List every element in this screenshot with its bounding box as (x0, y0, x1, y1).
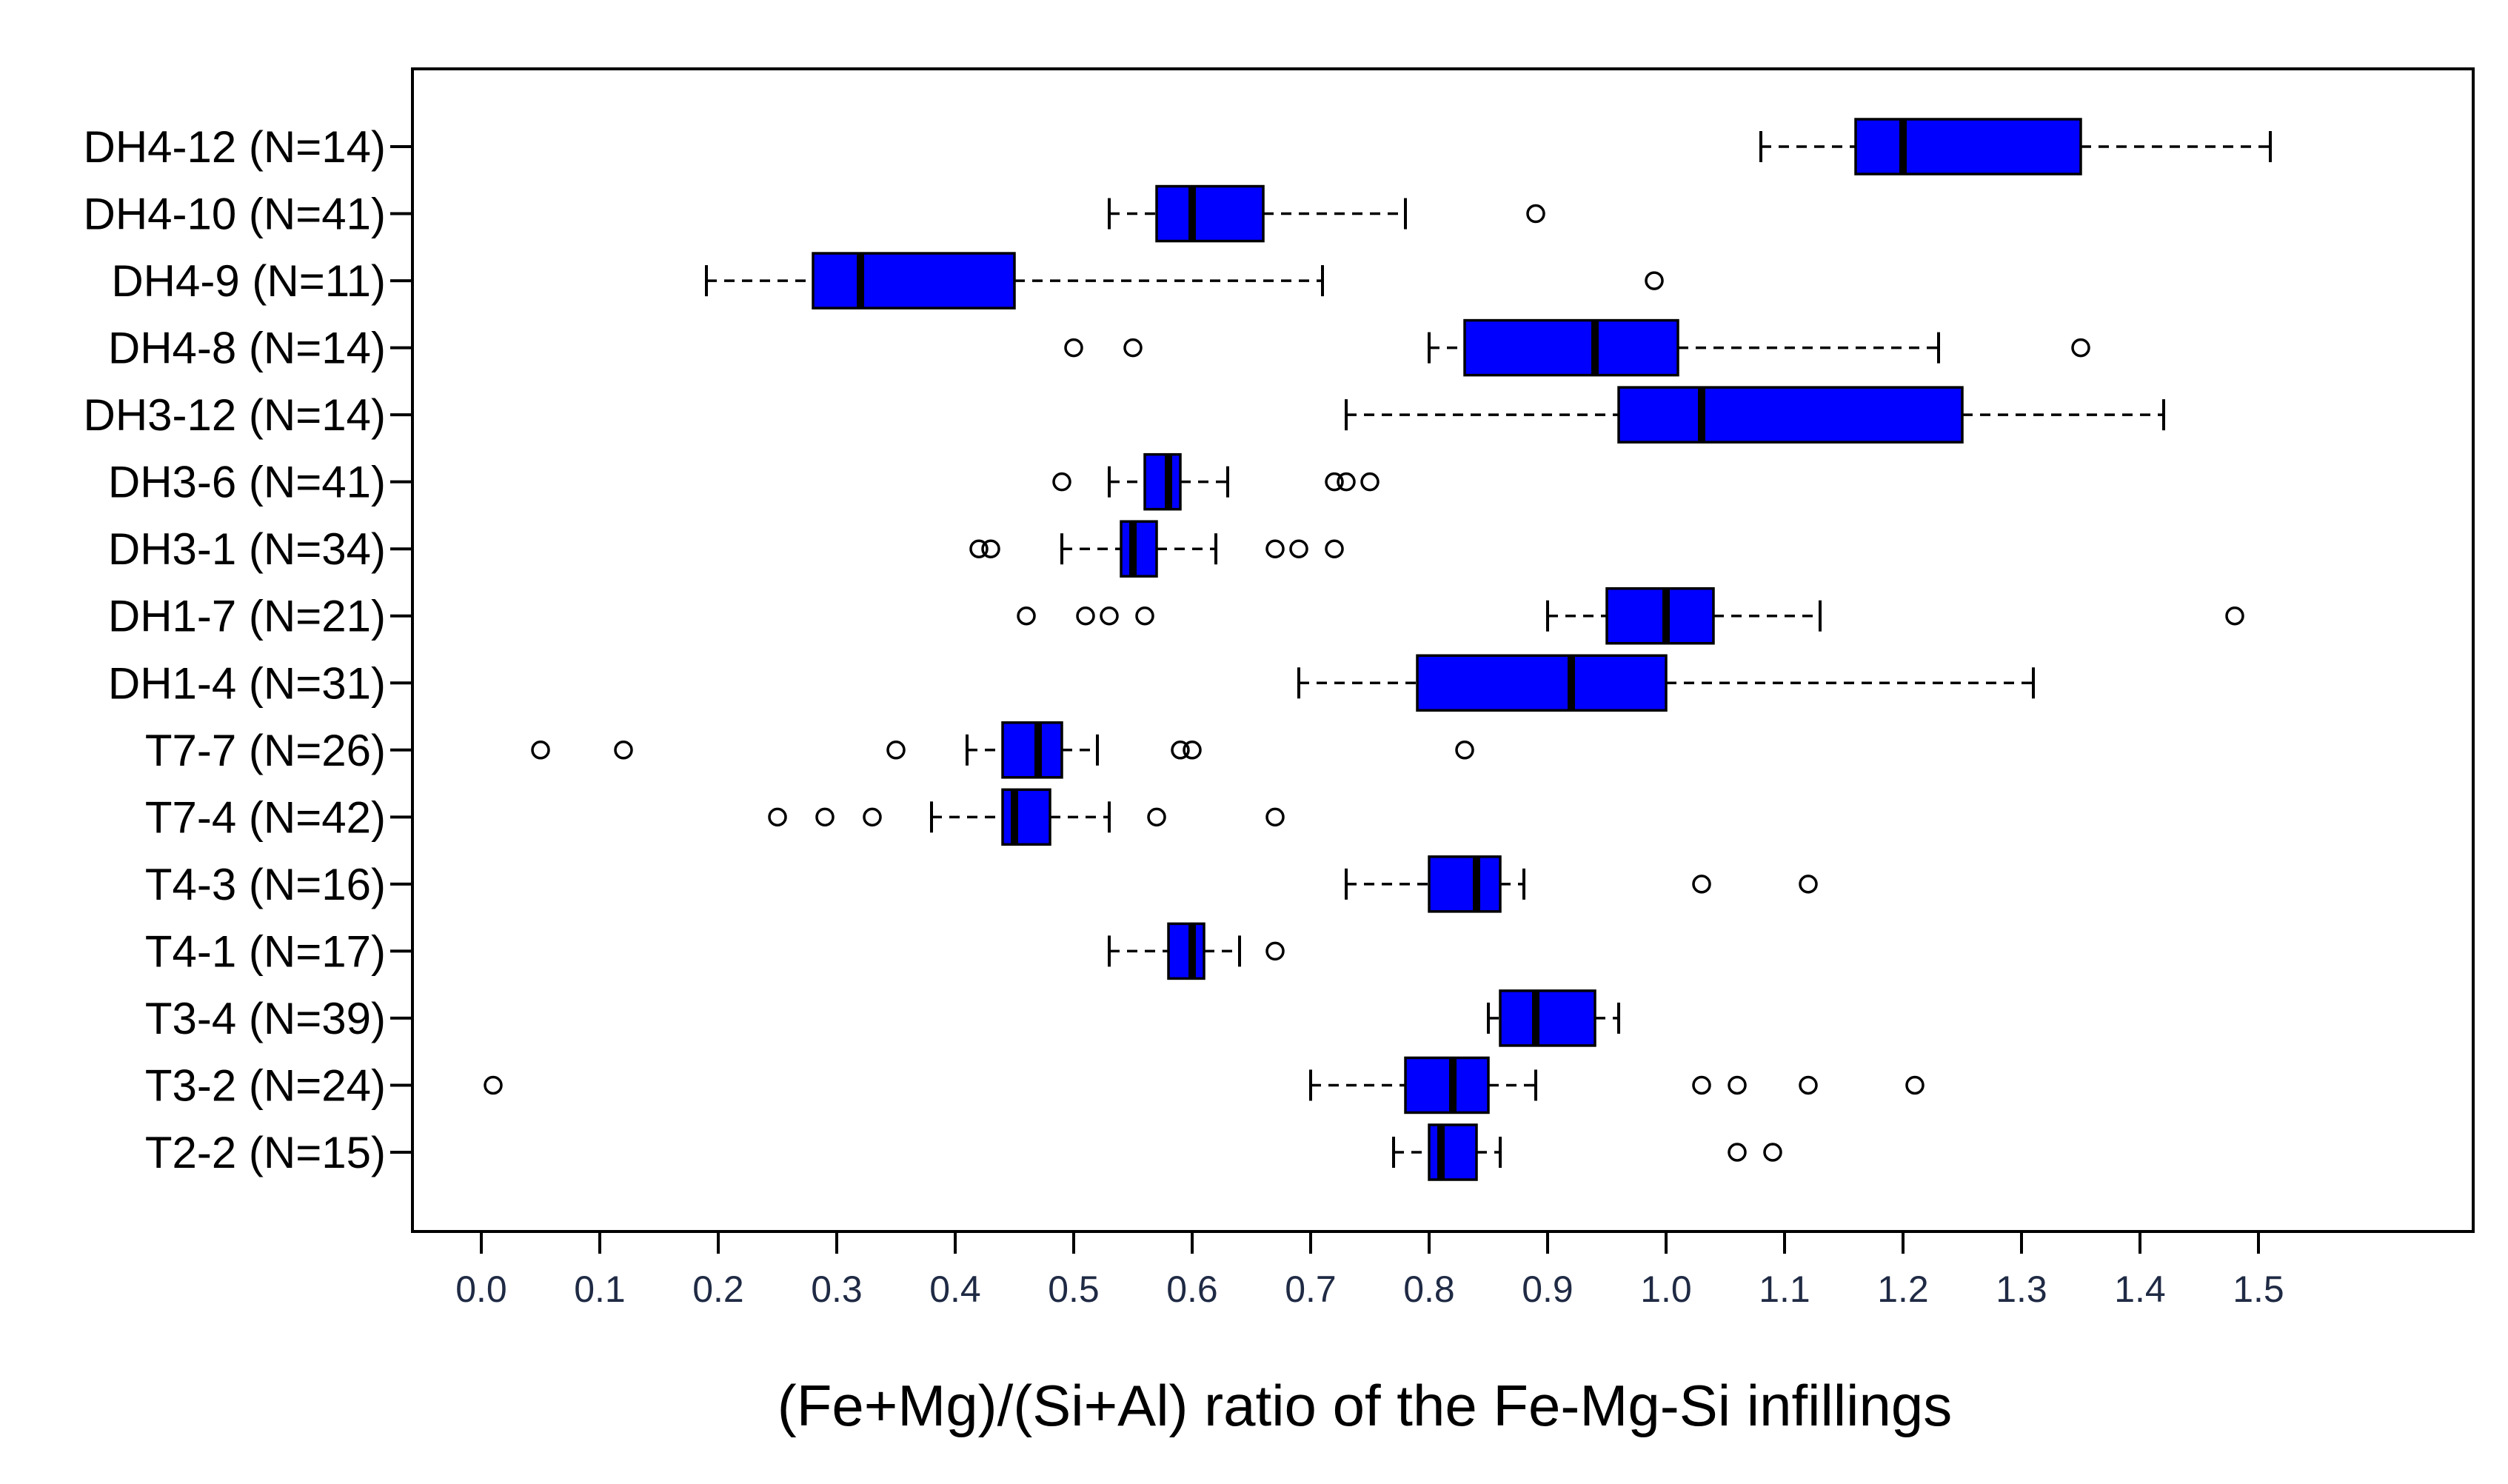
outlier-point (1265, 941, 1285, 961)
group-label: DH4-12 (N=14) (84, 122, 387, 172)
group-label: T3-4 (N=39) (145, 994, 386, 1043)
group-label: T3-2 (N=24) (145, 1060, 386, 1110)
outlier-point (1692, 875, 1711, 894)
x-tick-label: 0.5 (1048, 1269, 1100, 1310)
x-tick-label: 1.3 (1996, 1269, 2047, 1310)
group-label: DH1-4 (N=31) (108, 658, 386, 708)
x-tick-label: 1.1 (1759, 1269, 1810, 1310)
group-label: T2-2 (N=15) (145, 1128, 386, 1177)
x-tick-label: 1.5 (2233, 1269, 2284, 1310)
outlier-point (1183, 741, 1202, 760)
outlier-point (2071, 338, 2090, 358)
x-tick-label: 1.2 (1877, 1269, 1929, 1310)
outlier-point (815, 807, 835, 827)
outlier-point (1728, 1075, 1747, 1095)
outlier-point (1799, 875, 1818, 894)
iqr-box (1143, 452, 1182, 511)
iqr-box (1167, 922, 1205, 980)
outlier-point (969, 539, 989, 558)
iqr-box (1416, 654, 1668, 712)
outlier-point (1265, 807, 1285, 827)
iqr-box (1499, 989, 1596, 1047)
group-label: DH4-9 (N=11) (111, 256, 386, 306)
group-label: DH3-12 (N=14) (84, 390, 387, 440)
x-tick-label: 0.6 (1166, 1269, 1218, 1310)
x-tick-label: 0.4 (929, 1269, 981, 1310)
chart-marks: 0.0 0.1 0.2 0.3 0.4 0.5 0.6 0.7 0.8 0.9 1.0 1.1 1.2 1… (84, 118, 2284, 1310)
outlier-point (863, 807, 882, 827)
outlier-point (1017, 606, 1036, 626)
iqr-box (1428, 855, 1502, 913)
outlier-point (768, 807, 787, 827)
outlier-point (1076, 606, 1095, 626)
group-label: DH4-10 (N=41) (84, 190, 387, 239)
group-label: T7-7 (N=26) (145, 726, 386, 775)
iqr-box (1120, 520, 1158, 578)
iqr-box (1605, 586, 1715, 645)
iqr-box (1463, 318, 1679, 377)
outlier-point (1147, 807, 1166, 827)
iqr-box (1155, 184, 1265, 243)
outlier-point (886, 741, 906, 760)
group-label: T4-1 (N=17) (145, 926, 386, 976)
x-tick-label: 1.0 (1640, 1269, 1692, 1310)
outlier-point (1763, 1143, 1782, 1162)
outlier-point (1455, 741, 1474, 760)
x-tick-label: 0.7 (1285, 1269, 1337, 1310)
x-tick-label: 0.1 (574, 1269, 626, 1310)
outlier-point (1325, 472, 1344, 492)
outlier-point (2225, 606, 2244, 626)
x-axis-label: (Fe+Mg)/(Si+Al) ratio of the Fe-Mg-Si in… (778, 1373, 1952, 1438)
outlier-point (1135, 606, 1154, 626)
outlier-point (1799, 1075, 1818, 1095)
iqr-box (1404, 1056, 1490, 1114)
group-label: T4-3 (N=16) (145, 860, 386, 909)
iqr-box (1001, 721, 1063, 779)
x-tick-label: 0.3 (811, 1269, 863, 1310)
group-label: DH1-7 (N=21) (108, 592, 386, 641)
group-label: T7-4 (N=42) (145, 792, 386, 842)
x-tick-label: 0.0 (455, 1269, 507, 1310)
outlier-point (1360, 472, 1380, 492)
iqr-box (812, 252, 1016, 310)
group-label: DH4-8 (N=14) (108, 324, 386, 373)
outlier-point (484, 1075, 503, 1095)
outlier-point (1526, 204, 1545, 224)
outlier-point (1728, 1143, 1747, 1162)
x-tick-label: 1.4 (2114, 1269, 2166, 1310)
outlier-point (1123, 338, 1143, 358)
outlier-point (1325, 539, 1344, 558)
outlier-point (1064, 338, 1083, 358)
outlier-point (1265, 539, 1285, 558)
group-label: DH3-6 (N=41) (108, 458, 386, 507)
outlier-point (1337, 472, 1356, 492)
outlier-point (1052, 472, 1071, 492)
outlier-point (981, 539, 1000, 558)
outlier-point (1645, 271, 1664, 290)
outlier-point (531, 741, 550, 760)
iqr-box (1617, 386, 1964, 444)
group-label: DH3-1 (N=34) (108, 524, 386, 574)
iqr-box (1854, 118, 2082, 176)
iqr-box (1428, 1123, 1478, 1181)
iqr-box (1001, 788, 1051, 846)
outlier-point (1100, 606, 1119, 626)
outlier-point (1692, 1075, 1711, 1095)
x-tick-label: 0.2 (692, 1269, 744, 1310)
outlier-point (1289, 539, 1308, 558)
outlier-point (1171, 741, 1190, 760)
x-tick-label: 0.9 (1522, 1269, 1574, 1310)
outlier-point (1905, 1075, 1925, 1095)
x-tick-label: 0.8 (1403, 1269, 1455, 1310)
outlier-point (614, 741, 633, 760)
plot-frame (411, 67, 2475, 1233)
